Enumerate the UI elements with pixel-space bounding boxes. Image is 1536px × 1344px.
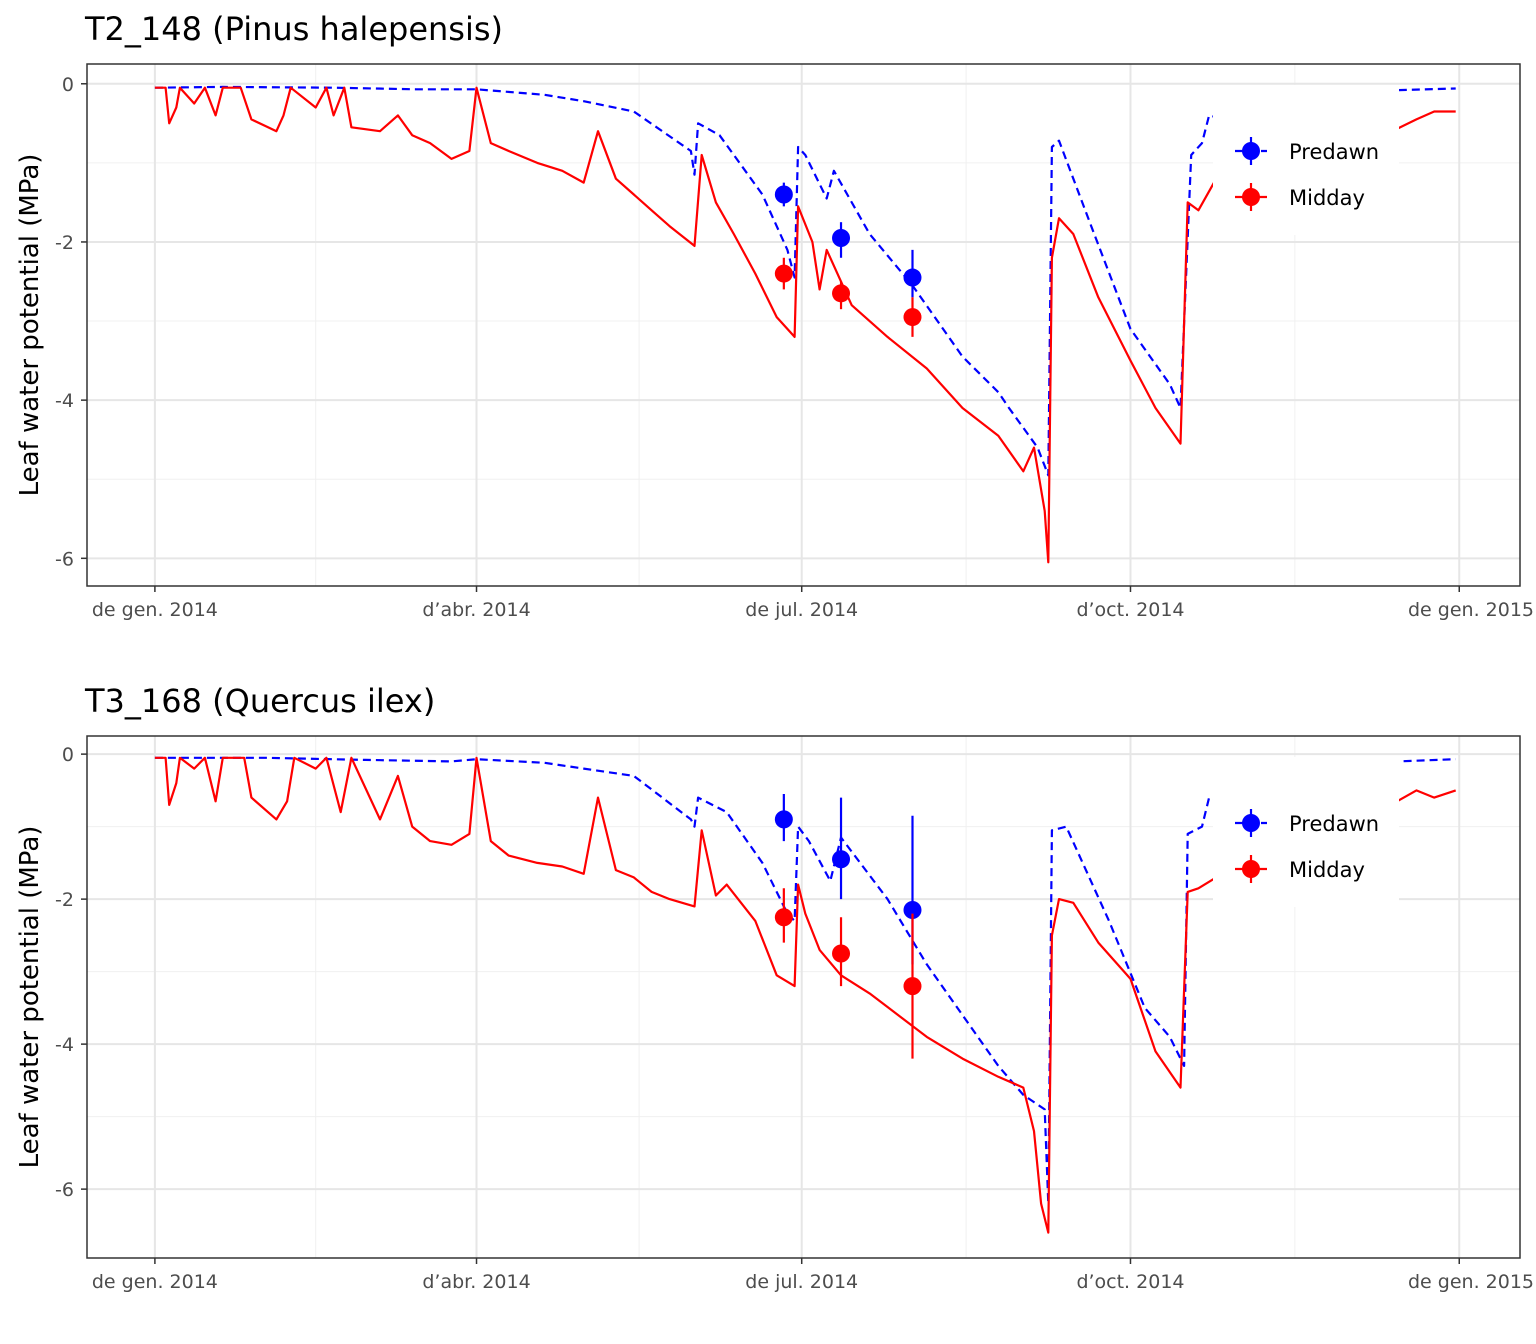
x-tick-label: de jul. 2014 [745,599,858,621]
data-point-midday [903,977,922,996]
panel-border [86,63,1521,587]
data-point-midday [774,908,793,927]
x-tick-label: d’oct. 2014 [1076,1271,1184,1293]
x-tick-label: de gen. 2015 [1408,599,1534,621]
legend-label-predawn: Predawn [1289,140,1379,164]
y-axis-label: Leaf water potential (MPa) [15,826,45,1169]
x-tick-label: de jul. 2014 [745,1271,858,1293]
legend-dot [1242,142,1260,160]
data-point-predawn [903,901,922,919]
data-point-predawn [832,850,851,869]
legend-label-predawn: Predawn [1289,812,1379,836]
data-point-midday [903,308,922,327]
legend-background [1213,85,1399,235]
legend-key-predawn [1235,809,1267,837]
x-tick-label: d’oct. 2014 [1076,599,1184,621]
legend-key-midday [1235,855,1267,883]
legend-dot [1242,860,1260,878]
y-tick-label: 0 [62,744,74,766]
y-tick-label: 0 [62,74,74,96]
panel-border [86,735,1521,1259]
chart-panel-quercus: T3_168 (Quercus ilex) Leaf water potentia… [15,682,1534,1293]
y-tick-label: -4 [55,390,74,412]
y-tick-label: -2 [55,232,74,254]
grid-lines [87,64,1520,586]
data-point-midday [832,284,851,303]
legend-label-midday: Midday [1289,858,1365,882]
legend-key-predawn [1235,137,1267,165]
data-point-predawn [903,268,922,287]
series-line-midday [154,756,1457,1234]
series-line-midday [154,86,1456,564]
x-tick-label: de gen. 2015 [1408,1271,1534,1293]
data-point-predawn [774,810,793,829]
data-point-predawn [832,229,851,247]
y-axis-label: Leaf water potential (MPa) [15,154,45,497]
chart-panel-pinus: T2_148 (Pinus halepensis) Leaf water pote… [15,10,1534,621]
y-tick-label: -6 [55,548,74,570]
chart-title: T2_148 (Pinus halepensis) [84,10,503,48]
x-tick-label: d’abr. 2014 [422,1271,530,1293]
legend-label-midday: Midday [1289,186,1365,210]
legend-dot [1242,188,1260,206]
y-tick-label: -4 [55,1034,74,1056]
y-tick-label: -2 [55,889,74,911]
x-tick-label: de gen. 2014 [92,599,218,621]
data-point-predawn [774,185,793,204]
data-point-midday [832,944,851,963]
series-line-predawn [154,756,1456,1205]
legend: Predawn Midday [1213,757,1399,907]
legend-dot [1242,814,1260,832]
chart-title: T3_168 (Quercus ilex) [84,682,435,720]
legend-key-midday [1235,183,1267,211]
x-tick-label: d’abr. 2014 [422,599,530,621]
x-tick-label: de gen. 2014 [92,1271,218,1293]
y-tick-label: -6 [55,1179,74,1201]
legend-background [1213,757,1399,907]
legend: Predawn Midday [1213,85,1399,235]
data-point-midday [774,264,793,283]
